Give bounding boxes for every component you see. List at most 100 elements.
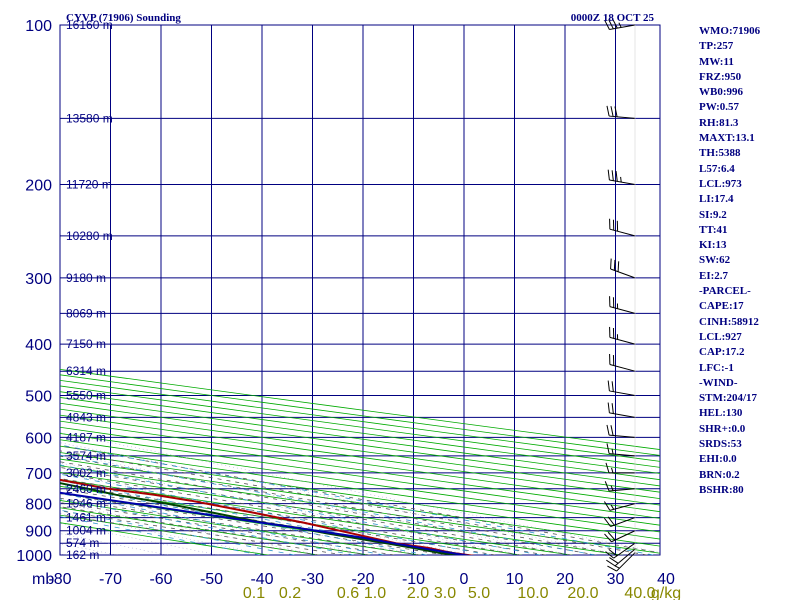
isotherm-line — [0, 25, 72, 566]
temperature-tick-label: -70 — [99, 571, 122, 588]
index-line: TH:5388 — [699, 147, 741, 160]
dry-adiabat — [60, 433, 660, 519]
isotherm-line — [60, 432, 660, 553]
mixing-ratio-unit-label: g/kg — [651, 585, 681, 600]
moist-adiabat — [60, 455, 622, 555]
dry-adiabat — [60, 452, 660, 540]
moist-adiabat — [60, 493, 445, 555]
wind-barb — [604, 18, 636, 31]
height-label: 1004 m — [66, 524, 106, 538]
dry-adiabats — [60, 368, 660, 555]
index-line: LCL:927 — [699, 330, 742, 343]
height-label: 10280 m — [66, 229, 113, 243]
chart-title: CYVP (71906) Sounding — [66, 12, 181, 24]
height-label: 1946 m — [66, 497, 106, 511]
wind-barb — [609, 218, 636, 237]
height-label: 6314 m — [66, 364, 106, 378]
pressure-tick-label: 1000 — [16, 548, 52, 565]
dry-adiabat — [60, 426, 660, 513]
mixing-ratio-line — [60, 498, 354, 555]
height-label: 7150 m — [66, 337, 106, 351]
height-label: 11720 m — [66, 178, 112, 192]
pressure-tick-label: 400 — [25, 337, 52, 354]
wind-barb — [606, 548, 636, 567]
index-line: SI:9.2 — [699, 208, 727, 221]
height-label: 3574 m — [66, 449, 106, 463]
dewpoint-trace — [60, 482, 465, 555]
index-line: -WIND- — [699, 376, 738, 389]
parcel-trace — [60, 491, 471, 555]
pressure-tick-label: 800 — [25, 497, 52, 514]
index-line: SRDS:53 — [699, 438, 742, 451]
temperature-trace — [60, 478, 476, 555]
index-line: CINH:58912 — [699, 315, 759, 328]
wind-barb — [604, 481, 636, 492]
height-label: 16160 m — [66, 18, 113, 32]
mixing-ratio-label: 5.0 — [468, 585, 490, 600]
pressure-unit-label: mb — [32, 571, 54, 588]
index-line: MAXT:13.1 — [699, 132, 755, 145]
pressure-tick-label: 600 — [25, 430, 52, 447]
wind-barb — [606, 424, 636, 438]
index-line: L57:6.4 — [699, 162, 735, 175]
stability-indices-panel: WMO:71906 TP:257 MW:11 FRZ:950 WB0:996 PW:0.5… — [699, 24, 799, 498]
wind-barb — [604, 530, 636, 543]
isotherm-line — [60, 492, 371, 555]
mixing-ratio-line — [60, 444, 654, 555]
temperature-tick-label: -30 — [301, 571, 324, 588]
isotherm-line — [0, 25, 21, 566]
height-label: 1461 m — [66, 511, 106, 525]
index-line: EHI:0.0 — [699, 453, 737, 466]
wind-barb — [610, 258, 636, 279]
dry-adiabat — [60, 522, 271, 555]
dry-adiabat — [60, 414, 660, 500]
wind-barb — [607, 169, 636, 186]
skewed-isotherms — [0, 25, 660, 566]
temperature-tick-label: -20 — [351, 571, 374, 588]
height-label: 574 m — [66, 536, 99, 550]
temperature-tick-label: 10 — [506, 571, 524, 588]
temperature-tick-label: 0 — [460, 571, 469, 588]
dry-adiabat — [60, 408, 660, 493]
index-line: FRZ:950 — [699, 70, 742, 83]
pressure-tick-label: 900 — [25, 524, 52, 541]
mixing-ratio-line — [60, 493, 384, 555]
moist-adiabat — [60, 497, 420, 555]
dry-adiabat — [60, 458, 660, 547]
sounding-traces — [60, 478, 476, 555]
dry-adiabat — [60, 385, 660, 468]
mixing-ratio-label: 3.0 — [434, 585, 456, 600]
height-label: 4187 m — [66, 430, 106, 444]
index-line: SHR+:0.0 — [699, 422, 746, 435]
height-label: 2460 m — [66, 482, 106, 496]
height-label: 3002 m — [66, 466, 106, 480]
index-line: MW:11 — [699, 55, 734, 68]
mixing-ratio-label: 2.0 — [407, 585, 429, 600]
wind-barb — [605, 462, 635, 474]
dry-adiabat — [60, 397, 660, 481]
temperature-tick-label: 30 — [607, 571, 625, 588]
temperature-tick-label: -10 — [402, 571, 425, 588]
index-line: PW:0.57 — [699, 101, 740, 114]
index-line: TT:41 — [699, 223, 728, 236]
wind-barb — [607, 380, 636, 396]
index-line: STM:204/17 — [699, 392, 758, 405]
temperature-tick-label: -40 — [250, 571, 273, 588]
height-label: 4843 m — [66, 410, 106, 424]
temperature-tick-label: -60 — [149, 571, 172, 588]
mixing-ratio-line — [60, 454, 595, 555]
wind-barb — [609, 296, 636, 314]
dry-adiabat — [60, 374, 660, 456]
dry-adiabat — [60, 445, 660, 533]
plot-frame — [59, 24, 661, 556]
height-label: 9180 m — [66, 271, 106, 285]
wind-barbs — [603, 18, 636, 572]
temperature-tick-label: 40 — [657, 571, 675, 588]
index-line: EI:2.7 — [699, 269, 729, 282]
temperature-tick-label: -50 — [200, 571, 223, 588]
wind-barb — [606, 105, 636, 119]
pressure-tick-label: 700 — [25, 466, 52, 483]
index-line: WB0:996 — [699, 86, 743, 99]
mixing-ratio-label: 0.6 — [337, 585, 359, 600]
